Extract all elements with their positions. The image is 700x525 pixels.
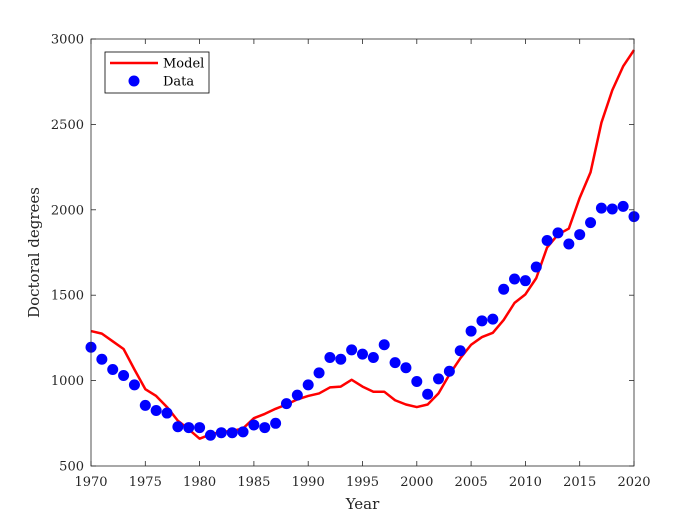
x-tick-label: 1990	[292, 475, 325, 490]
data-point	[433, 373, 445, 385]
data-point	[454, 345, 466, 357]
y-tick-label: 2000	[51, 203, 84, 218]
data-point	[487, 313, 499, 325]
data-point	[367, 352, 379, 364]
data-point	[248, 419, 260, 431]
data-point	[509, 273, 521, 285]
x-tick-label: 2020	[617, 475, 650, 490]
x-tick-label: 2000	[400, 475, 433, 490]
data-point	[237, 426, 249, 438]
data-point	[150, 404, 162, 416]
x-tick-label: 1970	[74, 475, 107, 490]
data-point	[291, 389, 303, 401]
data-point	[346, 344, 358, 356]
data-point	[128, 379, 140, 391]
data-point	[139, 399, 151, 411]
x-tick-label: 1975	[129, 475, 162, 490]
plot-area	[85, 49, 640, 441]
x-tick-label: 2005	[455, 475, 488, 490]
data-point	[465, 325, 477, 337]
data-point	[161, 407, 173, 419]
data-point	[443, 365, 455, 377]
y-tick-label: 3000	[51, 33, 84, 48]
data-point	[204, 429, 216, 441]
y-axis-title: Doctoral degrees	[25, 187, 43, 318]
data-point	[270, 417, 282, 429]
data-point	[595, 202, 607, 214]
data-point	[335, 353, 347, 365]
data-point	[313, 367, 325, 379]
data-point	[617, 200, 629, 212]
data-point	[400, 362, 412, 374]
legend-data-swatch	[128, 75, 140, 87]
data-point	[259, 422, 271, 434]
data-point	[302, 379, 314, 391]
y-tick-label: 500	[59, 460, 84, 475]
legend-model-label: Model	[163, 57, 204, 72]
x-tick-label: 1985	[237, 475, 270, 490]
data-point	[389, 357, 401, 369]
legend: Model Data	[104, 51, 210, 94]
data-point	[563, 238, 575, 250]
data-point	[411, 375, 423, 387]
data-point	[324, 352, 336, 364]
y-tick-label: 2500	[51, 118, 84, 133]
data-point	[378, 339, 390, 351]
data-point	[498, 283, 510, 295]
data-point	[519, 275, 531, 287]
data-point	[541, 235, 553, 247]
y-tick-label: 1000	[51, 374, 84, 389]
y-tick-label: 1500	[51, 289, 84, 304]
data-point	[574, 229, 586, 241]
legend-data-label: Data	[163, 75, 194, 90]
data-point	[107, 363, 119, 375]
data-point	[280, 398, 292, 410]
data-point	[357, 348, 368, 360]
data-point	[183, 422, 195, 434]
x-axis-title: Year	[345, 495, 380, 513]
data-point	[172, 421, 184, 433]
data-point	[194, 422, 206, 434]
x-tick-label: 2015	[563, 475, 596, 490]
data-point	[585, 217, 597, 229]
legend-box	[104, 51, 210, 94]
data-point	[606, 203, 618, 215]
data-point	[552, 227, 564, 239]
x-tick-label: 1995	[346, 475, 379, 490]
data-point	[476, 315, 488, 327]
data-point	[215, 427, 227, 439]
data-point	[96, 353, 108, 365]
axes: 1970 1975 1980 1985 1990 1995 2000 2005 2010 2015…	[25, 33, 651, 514]
data-point	[422, 388, 434, 400]
x-tick-label: 1980	[183, 475, 216, 490]
data-point	[530, 261, 542, 273]
x-tick-label: 2010	[509, 475, 542, 490]
data-point	[226, 427, 238, 439]
data-point	[118, 369, 130, 381]
